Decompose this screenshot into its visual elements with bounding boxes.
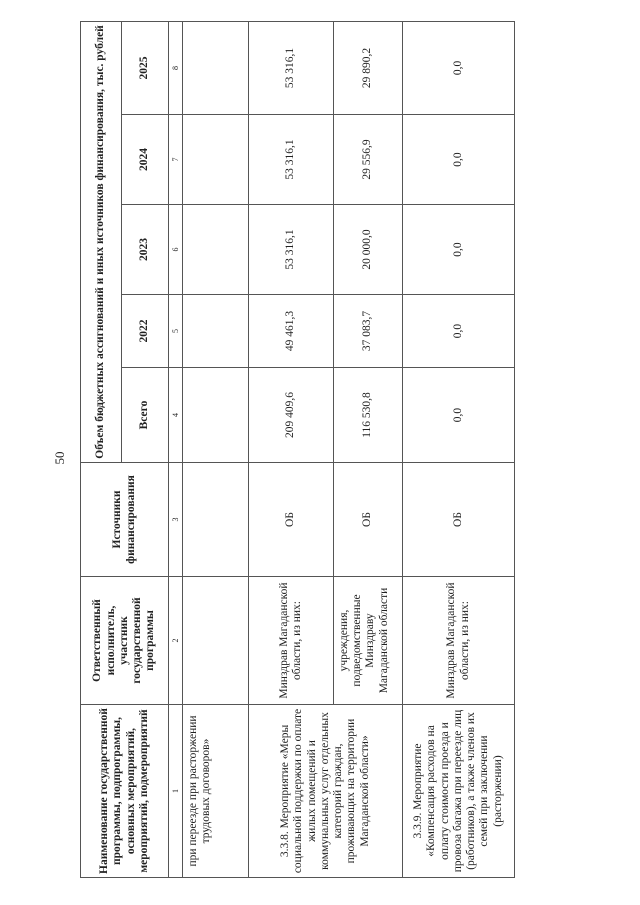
row-2024: 29 556,9 (333, 114, 403, 205)
header-year: 2025 (121, 21, 169, 115)
header-row: Наименование государственной программы, … (80, 21, 169, 878)
column-number: 4 (168, 367, 183, 463)
column-number: 8 (168, 21, 183, 115)
header-name: Наименование государственной программы, … (80, 704, 169, 878)
row-2024 (182, 114, 249, 205)
row-2023: 20 000,0 (333, 204, 403, 295)
header-year: 2022 (121, 294, 169, 368)
row-2022: 0,0 (402, 294, 515, 368)
row-source: ОБ (248, 462, 334, 577)
column-number: 1 (168, 704, 183, 878)
column-number: 6 (168, 204, 183, 295)
row-2022: 37 083,7 (333, 294, 403, 368)
row-2024: 53 316,1 (248, 114, 334, 205)
row-2023 (182, 204, 249, 295)
header-executor: Ответственный исполнитель, участник госу… (80, 576, 169, 705)
row-2022: 49 461,3 (248, 294, 334, 368)
row-executor: Минздрав Магаданской области, из них: (248, 576, 334, 705)
header-total: Всего (121, 367, 169, 463)
row-name: 3.3.9. Мероприятие «Компенсация расходов… (402, 704, 515, 878)
row-total: 116 530,8 (333, 367, 403, 463)
row-source: ОБ (402, 462, 515, 577)
row-2024: 0,0 (402, 114, 515, 205)
row-total: 0,0 (402, 367, 515, 463)
row-total (182, 367, 249, 463)
column-number: 2 (168, 576, 183, 705)
row-2025: 29 890,2 (333, 21, 403, 115)
funding-table: Наименование государственной программы, … (80, 21, 515, 878)
column-number: 5 (168, 294, 183, 368)
header-funding-group: Объем бюджетных ассигнований и иных исто… (80, 21, 122, 463)
table-row: 3.3.9. Мероприятие «Компенсация расходов… (402, 21, 515, 878)
header-source: Источники финансирования (80, 462, 169, 577)
page-number: 50 (52, 451, 67, 465)
column-number: 3 (168, 462, 183, 577)
header-year: 2023 (121, 204, 169, 295)
row-executor (182, 576, 249, 705)
row-2022 (182, 294, 249, 368)
row-2025: 0,0 (402, 21, 515, 115)
row-source: ОБ (333, 462, 403, 577)
column-number: 7 (168, 114, 183, 205)
row-2023: 53 316,1 (248, 204, 334, 295)
row-2025: 53 316,1 (248, 21, 334, 115)
header-year: 2024 (121, 114, 169, 205)
column-number-row: 1 2 3 4 5 6 7 8 (168, 21, 183, 878)
row-executor: Минздрав Магаданской области, из них: (402, 576, 515, 705)
row-source (182, 462, 249, 577)
table-row: при переезде при расторжении трудовых до… (182, 21, 249, 878)
row-name: 3.3.8. Мероприятие «Меры социальной подд… (248, 704, 403, 878)
row-executor: учреждения, подведомственные Минздраву М… (333, 576, 403, 705)
row-name: при переезде при расторжении трудовых до… (182, 704, 249, 878)
row-2023: 0,0 (402, 204, 515, 295)
table-row: 3.3.8. Мероприятие «Меры социальной подд… (248, 21, 403, 878)
row-2025 (182, 21, 249, 115)
row-total: 209 409,6 (248, 367, 334, 463)
